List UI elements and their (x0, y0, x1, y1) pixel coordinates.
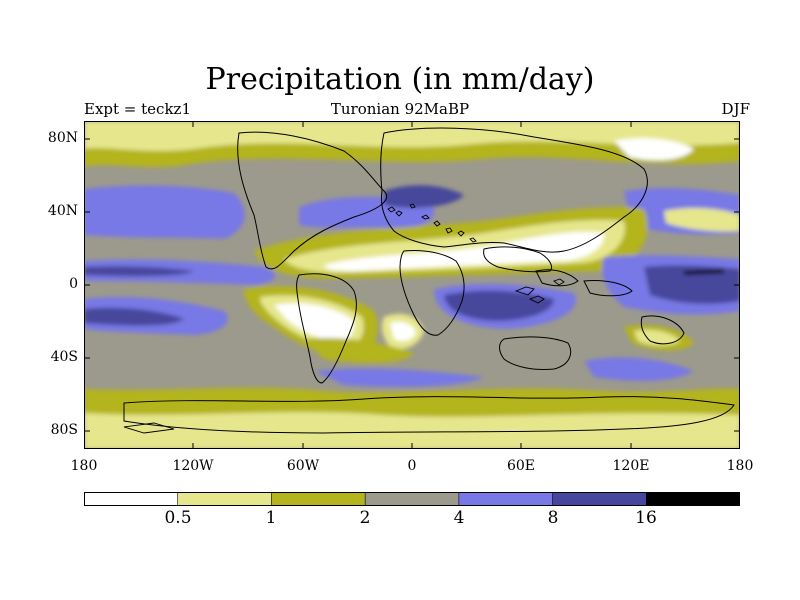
colorbar-box (84, 492, 179, 506)
lon-tick-60w: 60W (286, 458, 320, 474)
colorbar-label-0-5: 0.5 (164, 508, 192, 528)
lon-tick-120e: 120E (612, 458, 650, 474)
precipitation-map (84, 121, 740, 449)
precip-field (84, 121, 740, 449)
colorbar-box (364, 492, 460, 506)
lon-tick-120w: 120W (172, 458, 214, 474)
colorbar-label-1: 1 (265, 508, 277, 528)
season-label: DJF (721, 100, 750, 118)
colorbar-label-4: 4 (453, 508, 465, 528)
lat-tick-0: 0 (69, 276, 78, 292)
lon-tick-60e: 60E (506, 458, 536, 474)
lat-tick-40n: 40N (47, 203, 78, 219)
lat-tick-80n: 80N (47, 130, 78, 146)
lon-tick-180w: 180 (70, 458, 98, 474)
lon-tick-0: 0 (407, 458, 417, 474)
map-title: Precipitation (in mm/day) (205, 62, 595, 97)
colorbar-label-16: 16 (635, 508, 657, 528)
lat-tick-80s: 80S (50, 422, 78, 438)
colorbar-label-8: 8 (547, 508, 559, 528)
colorbar-box (645, 492, 740, 506)
lat-tick-40s: 40S (50, 349, 78, 365)
lon-tick-180e: 180 (726, 458, 754, 474)
colorbar-box (458, 492, 554, 506)
colorbar-box (271, 492, 366, 506)
continent-outlines (123, 127, 735, 434)
experiment-label: Expt = teckz1 (84, 100, 191, 118)
colorbar-label-2: 2 (359, 508, 371, 528)
colorbar (84, 492, 740, 506)
colorbar-box (177, 492, 273, 506)
period-label: Turonian 92MaBP (330, 100, 470, 118)
colorbar-box (552, 492, 648, 506)
